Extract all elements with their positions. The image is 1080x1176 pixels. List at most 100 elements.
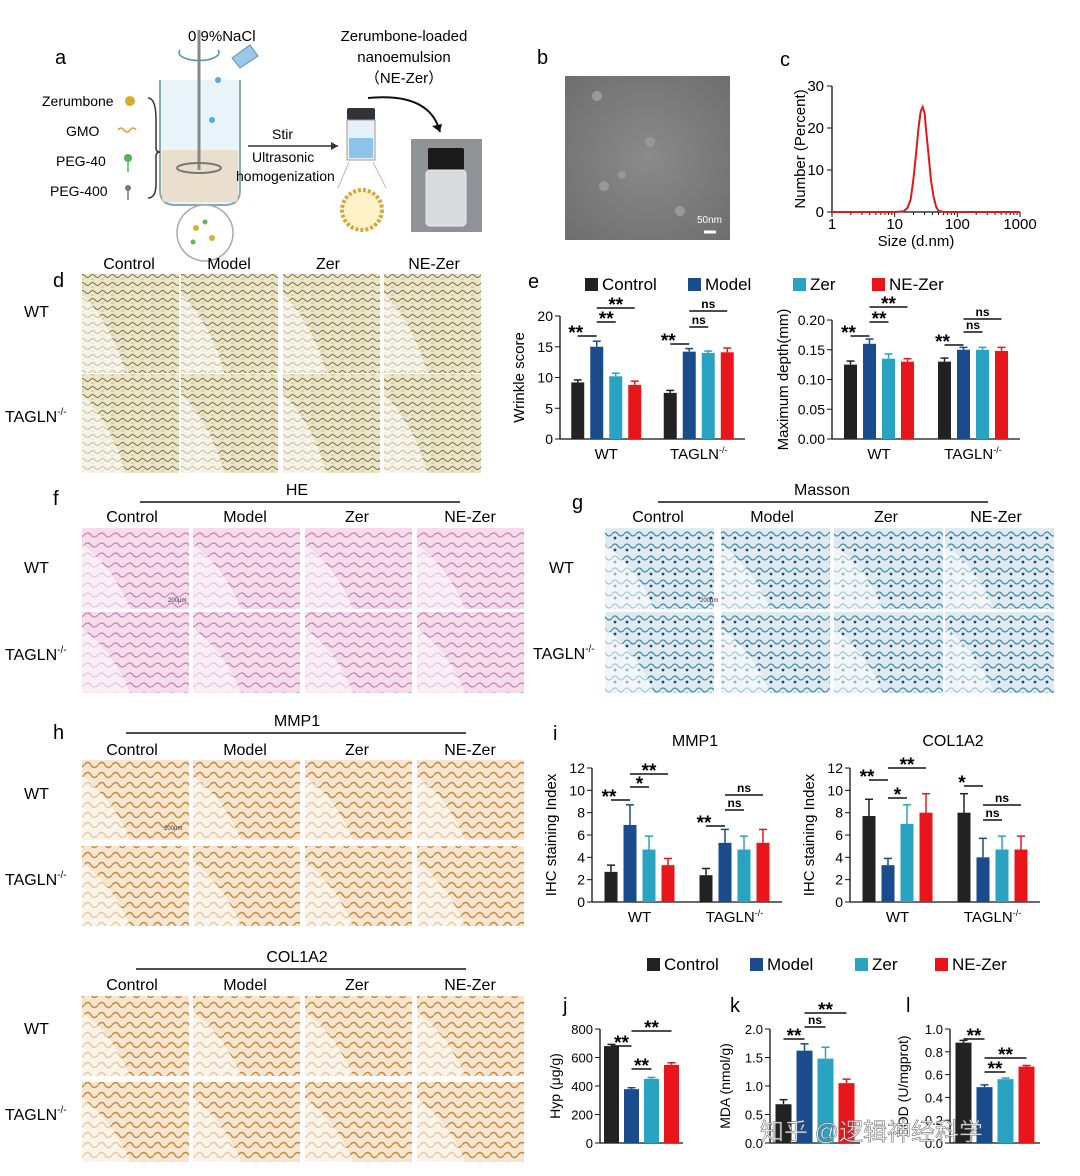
bar-ne-zer bbox=[720, 352, 734, 439]
x-tick-label: WT bbox=[867, 446, 890, 463]
h-col-zer: Zer bbox=[345, 742, 370, 759]
h-row-wt: WT bbox=[24, 786, 49, 803]
h-col-control: Control bbox=[106, 742, 158, 759]
h2-row-ko: TAGLN-/- bbox=[5, 1105, 67, 1124]
legend-e: Control Model Zer NE-Zer bbox=[585, 275, 944, 294]
y-tick-label: 10 bbox=[807, 162, 824, 179]
x-tick-label: 1000 bbox=[1003, 216, 1036, 233]
wrinkle-photo-tile-shading bbox=[283, 393, 327, 473]
bar-ne-zer bbox=[919, 812, 933, 902]
significance-label: ** bbox=[818, 1000, 833, 1021]
mmp1-title: MMP1 bbox=[274, 713, 320, 730]
wrinkle-photo-tile-shading bbox=[181, 293, 225, 373]
panel-c: c 1 10 100 1000 0 10 20 30 Size (d.nm) Number (Pe… bbox=[780, 49, 1037, 250]
significance-label: ** bbox=[634, 1056, 649, 1077]
y-tick-label: 12 bbox=[827, 760, 843, 776]
h2-col-control: Control bbox=[106, 977, 158, 994]
bar-zer bbox=[701, 352, 715, 439]
he-image-tile-shading bbox=[82, 628, 131, 693]
wrinkle-photo-tile-shading bbox=[82, 393, 126, 473]
y-tick-label: 12 bbox=[569, 760, 585, 776]
bar-zer bbox=[995, 849, 1009, 902]
y-tick-label: 0 bbox=[586, 1136, 593, 1151]
panel-letter-k: k bbox=[730, 995, 741, 1017]
ihc-scale-label: 200μm bbox=[164, 826, 182, 832]
he-image-tile-shading bbox=[305, 544, 354, 609]
vial-cap-icon bbox=[347, 108, 375, 120]
col1a2-title: COL1A2 bbox=[266, 949, 327, 966]
y-tick-label: 1.0 bbox=[925, 1022, 943, 1037]
legend-jkl: Control Model Zer NE-Zer bbox=[647, 955, 1007, 974]
y-axis-label: MDA (nmol/g) bbox=[717, 1043, 733, 1129]
panel-letter-c: c bbox=[780, 49, 790, 71]
significance-label: ** bbox=[935, 332, 950, 353]
process-stir: Stir bbox=[272, 126, 293, 142]
chart-title: COL1A2 bbox=[922, 733, 983, 750]
g-col-control: Control bbox=[632, 509, 684, 526]
h2-col-nezer: NE-Zer bbox=[444, 977, 496, 994]
x-tick-label: TAGLN-/- bbox=[944, 445, 1001, 463]
watermark: 知乎 @逻辑神经科学 bbox=[760, 1119, 983, 1146]
col1a2-image-tile-shading bbox=[82, 1098, 131, 1162]
h-col-model: Model bbox=[223, 742, 267, 759]
bar-model bbox=[976, 857, 990, 902]
f-col-control: Control bbox=[106, 509, 158, 526]
significance-label: * bbox=[894, 785, 902, 806]
he-title: HE bbox=[286, 482, 308, 499]
significance-label: ** bbox=[860, 767, 875, 788]
panel-letter-i: i bbox=[553, 723, 557, 745]
he-micrographs bbox=[82, 528, 524, 693]
significance-label: ** bbox=[998, 1045, 1013, 1066]
y-axis-label: Wrinkle score bbox=[511, 332, 528, 423]
y-tick-label: 200 bbox=[571, 1108, 593, 1123]
col1a2-image-tile-shading bbox=[193, 1098, 242, 1162]
nanoemulsion-title-3: （NE-Zer） bbox=[365, 70, 443, 87]
legend-label-zer: Zer bbox=[810, 275, 836, 294]
bar-control bbox=[663, 392, 677, 439]
masson-image-tile-shading bbox=[721, 628, 771, 693]
f-row-wt: WT bbox=[24, 560, 49, 577]
bar-model bbox=[863, 343, 876, 439]
significance-label: ns bbox=[985, 806, 999, 820]
bar-ne-zer bbox=[756, 842, 770, 902]
he-image-tile-shading bbox=[193, 628, 242, 693]
f-col-nezer: NE-Zer bbox=[444, 509, 496, 526]
peg400-icon bbox=[125, 185, 131, 191]
y-tick-label: 0.6 bbox=[925, 1068, 943, 1083]
y-tick-label: 5 bbox=[545, 400, 553, 416]
water-drop-icon bbox=[215, 77, 221, 83]
bar-ne-zer bbox=[661, 865, 675, 902]
g-col-nezer: NE-Zer bbox=[970, 509, 1022, 526]
y-tick-label: 2 bbox=[835, 872, 843, 888]
y-axis-label: Hyp (μg/g) bbox=[547, 1053, 563, 1119]
panel-g: g Masson Control Model Zer NE-Zer WT TAG… bbox=[533, 482, 1054, 693]
legend-label-ne-zer: NE-Zer bbox=[952, 955, 1007, 974]
masson-image-tile-shading bbox=[945, 544, 995, 609]
he-scale-label: 200μm bbox=[168, 598, 186, 604]
water-drop-icon bbox=[209, 117, 215, 123]
photo-arrow bbox=[367, 96, 441, 133]
legend-label-zer: Zer bbox=[872, 955, 898, 974]
panel-f: f HE Control Model Zer NE-Zer WT TAGLN-/… bbox=[5, 482, 524, 693]
f-col-zer: Zer bbox=[345, 509, 370, 526]
bar-zer bbox=[642, 849, 656, 902]
significance-label: ** bbox=[644, 1018, 659, 1039]
y-tick-label: 8 bbox=[577, 805, 585, 821]
g-row-ko: TAGLN-/- bbox=[533, 644, 595, 663]
significance-label: ** bbox=[881, 294, 896, 315]
x-tick-label: 100 bbox=[945, 216, 970, 233]
tem-scale-label: 50nm bbox=[697, 215, 722, 226]
y-tick-label: 0.0 bbox=[925, 1136, 943, 1151]
g-col-zer: Zer bbox=[874, 509, 899, 526]
x-tick-label: TAGLN-/- bbox=[670, 445, 727, 463]
ingredient-peg40: PEG-40 bbox=[56, 153, 106, 169]
significance-label: ** bbox=[568, 323, 583, 344]
h2-row-wt: WT bbox=[24, 1021, 49, 1038]
zerumbone-icon bbox=[125, 96, 135, 106]
significance-label: ** bbox=[988, 1059, 1003, 1080]
